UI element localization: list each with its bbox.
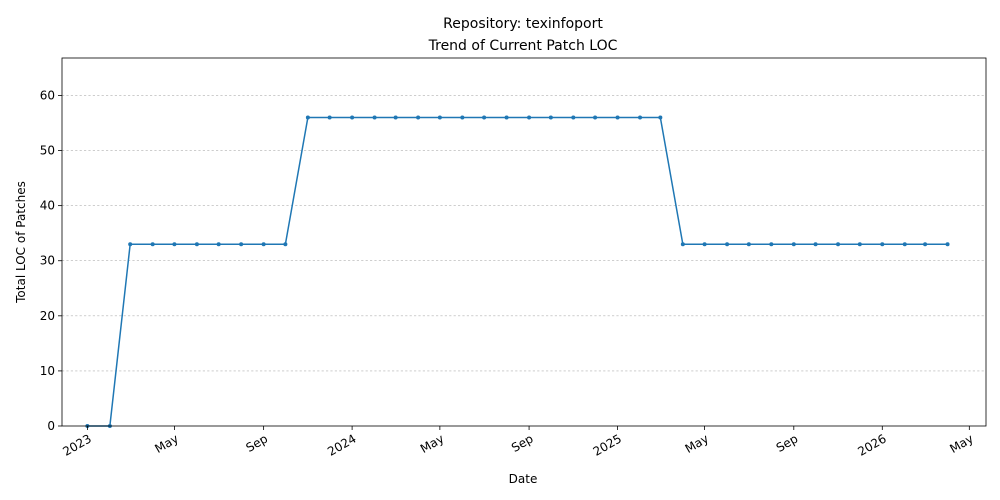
data-point bbox=[216, 242, 221, 247]
data-point bbox=[857, 242, 862, 247]
y-tick-label: 50 bbox=[40, 144, 55, 158]
data-point bbox=[305, 115, 310, 120]
data-point bbox=[638, 115, 643, 120]
chart-title: Repository: texinfoport bbox=[443, 16, 603, 32]
y-tick-label: 60 bbox=[40, 88, 55, 102]
data-point bbox=[746, 242, 751, 247]
x-tick-label: May bbox=[418, 431, 446, 456]
x-tick-label: May bbox=[683, 431, 711, 456]
data-point bbox=[416, 115, 421, 120]
data-point bbox=[680, 242, 685, 247]
data-point bbox=[880, 242, 885, 247]
data-point bbox=[571, 115, 576, 120]
series-line bbox=[87, 116, 948, 427]
data-point bbox=[437, 115, 442, 120]
data-point bbox=[813, 242, 818, 247]
data-point bbox=[393, 115, 398, 120]
x-axis-label: Date bbox=[509, 472, 538, 486]
data-point bbox=[194, 242, 199, 247]
y-axis-label: Total LOC of Patches bbox=[14, 181, 28, 304]
data-point bbox=[791, 242, 796, 247]
data-point bbox=[239, 242, 244, 247]
y-tick-label: 40 bbox=[40, 199, 55, 213]
data-point bbox=[836, 242, 841, 247]
data-point bbox=[923, 242, 928, 247]
data-point bbox=[902, 242, 907, 247]
x-tick-label: 2024 bbox=[325, 431, 358, 458]
series-layer bbox=[85, 115, 950, 428]
data-point bbox=[128, 242, 133, 247]
data-point bbox=[261, 242, 266, 247]
data-point bbox=[460, 115, 465, 120]
x-tick-label: 2023 bbox=[60, 431, 93, 458]
x-tick-label: Sep bbox=[509, 431, 536, 454]
x-tick-label: 2026 bbox=[855, 431, 888, 458]
x-tick-label: May bbox=[947, 431, 975, 456]
data-point bbox=[327, 115, 332, 120]
plot-frame bbox=[61, 57, 987, 427]
data-point bbox=[658, 115, 663, 120]
x-tick-label: Sep bbox=[244, 431, 271, 454]
gridlines bbox=[62, 95, 986, 372]
data-point bbox=[482, 115, 487, 120]
y-tick-label: 10 bbox=[40, 364, 55, 378]
data-point bbox=[504, 115, 509, 120]
data-point bbox=[283, 242, 288, 247]
x-axis-ticks: 2023 May Sep 2024 May Sep 2025 May Sep 2026 May bbox=[60, 426, 976, 459]
data-point bbox=[372, 115, 377, 120]
y-tick-label: 30 bbox=[40, 254, 55, 268]
chart-subtitle: Trend of Current Patch LOC bbox=[428, 38, 618, 54]
x-tick-label: Sep bbox=[774, 431, 801, 454]
y-tick-label: 20 bbox=[40, 309, 55, 323]
data-point bbox=[172, 242, 177, 247]
data-point bbox=[725, 242, 730, 247]
x-tick-label: 2025 bbox=[591, 431, 624, 458]
data-point bbox=[350, 115, 355, 120]
data-point bbox=[527, 115, 532, 120]
data-point bbox=[702, 242, 707, 247]
data-point bbox=[548, 115, 553, 120]
data-point bbox=[769, 242, 774, 247]
data-point bbox=[615, 115, 620, 120]
data-point bbox=[593, 115, 598, 120]
data-point bbox=[945, 242, 950, 247]
y-tick-label: 0 bbox=[47, 419, 55, 433]
data-point bbox=[150, 242, 155, 247]
x-tick-label: May bbox=[152, 431, 180, 456]
y-axis-ticks: 0 10 20 30 40 50 60 bbox=[40, 88, 62, 433]
